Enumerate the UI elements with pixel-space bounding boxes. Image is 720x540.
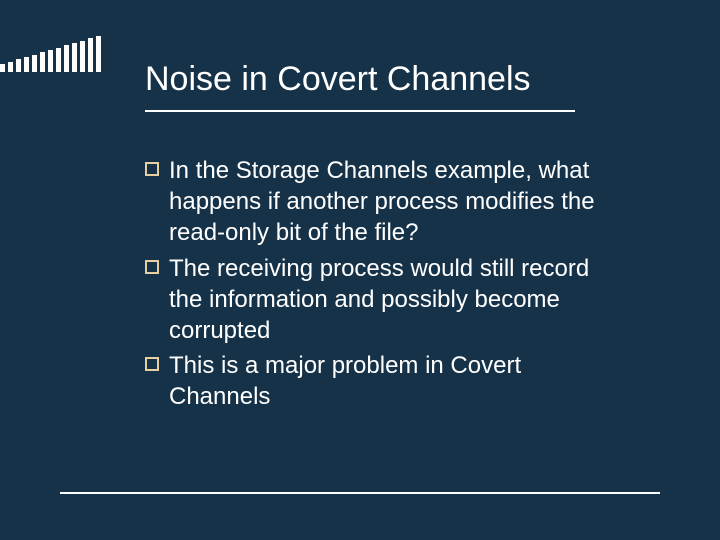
title-underline bbox=[145, 110, 575, 112]
bullet-text: This is a major problem in Covert Channe… bbox=[169, 350, 615, 412]
bullet-text: The receiving process would still record… bbox=[169, 253, 615, 347]
bullet-square-icon bbox=[145, 357, 159, 371]
decor-bars bbox=[0, 36, 104, 72]
bullet-square-icon bbox=[145, 260, 159, 274]
list-item: In the Storage Channels example, what ha… bbox=[145, 155, 615, 249]
bullet-list: In the Storage Channels example, what ha… bbox=[145, 155, 615, 417]
bullet-text: In the Storage Channels example, what ha… bbox=[169, 155, 615, 249]
list-item: The receiving process would still record… bbox=[145, 253, 615, 347]
bottom-rule bbox=[60, 492, 660, 494]
list-item: This is a major problem in Covert Channe… bbox=[145, 350, 615, 412]
bullet-square-icon bbox=[145, 162, 159, 176]
slide-title: Noise in Covert Channels bbox=[145, 60, 531, 99]
